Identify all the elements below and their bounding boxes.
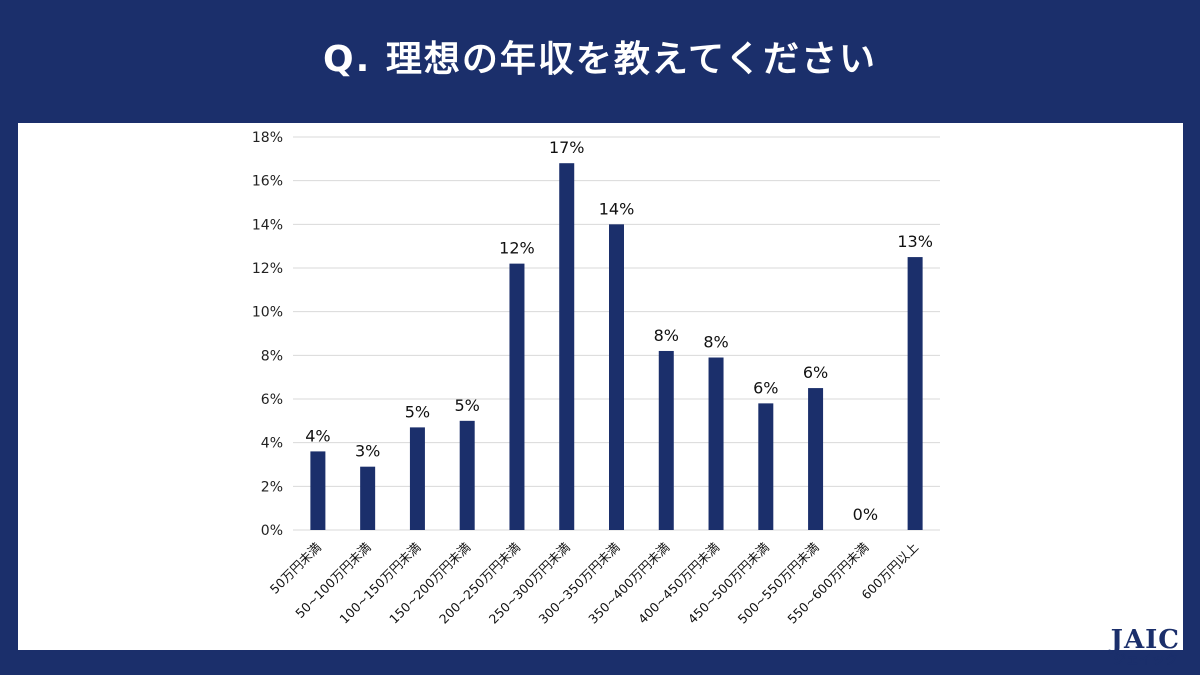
- bar: [658, 350, 674, 530]
- data-label: 6%: [803, 363, 828, 382]
- bar: [609, 224, 624, 530]
- bar-chart: 0%2%4%6%8%10%12%14%16%18%4%50万円未満3%50~10…: [252, 130, 940, 627]
- bar: [459, 420, 475, 530]
- y-tick-label: 6%: [261, 392, 283, 408]
- data-label: 4%: [305, 426, 330, 445]
- data-label: 3%: [355, 442, 380, 461]
- data-label: 14%: [599, 199, 635, 218]
- data-label: 0%: [853, 505, 878, 524]
- bar: [360, 466, 376, 530]
- data-label: 6%: [753, 378, 778, 397]
- bar: [907, 257, 923, 530]
- data-label: 12%: [499, 239, 535, 258]
- bar: [409, 427, 425, 530]
- data-label: 5%: [454, 396, 479, 415]
- bar: [708, 357, 724, 530]
- y-tick-label: 12%: [252, 261, 283, 277]
- y-tick-label: 14%: [252, 217, 283, 233]
- jaic-logo: JAIC ジェイック: [1111, 627, 1180, 669]
- bar: [310, 451, 326, 530]
- logo-main-text: JAIC: [1110, 625, 1180, 655]
- data-label: 5%: [405, 402, 430, 421]
- bar: [559, 163, 575, 530]
- chart-panel: 0% 2% 4% 6% 8% 10% 12% 14% 16% 18% 4% 50万円未満 3% 50~10…: [18, 123, 1183, 650]
- y-tick-label: 2%: [261, 479, 283, 495]
- y-tick-label: 18%: [252, 130, 283, 146]
- data-label: 17%: [549, 138, 585, 157]
- bar: [758, 403, 774, 530]
- y-tick-label: 8%: [261, 348, 283, 364]
- data-label: 8%: [654, 326, 679, 345]
- bar: [808, 388, 824, 530]
- page-title: Q. 理想の年収を教えてください: [323, 39, 877, 80]
- data-label: 13%: [897, 232, 933, 251]
- y-tick-label: 16%: [252, 174, 283, 190]
- y-tick-label: 0%: [261, 523, 283, 539]
- bar: [509, 263, 525, 530]
- y-tick-label: 10%: [252, 305, 283, 321]
- y-tick-label: 4%: [261, 436, 283, 452]
- logo-sub-text: ジェイック: [1112, 653, 1178, 668]
- data-label: 8%: [703, 333, 728, 352]
